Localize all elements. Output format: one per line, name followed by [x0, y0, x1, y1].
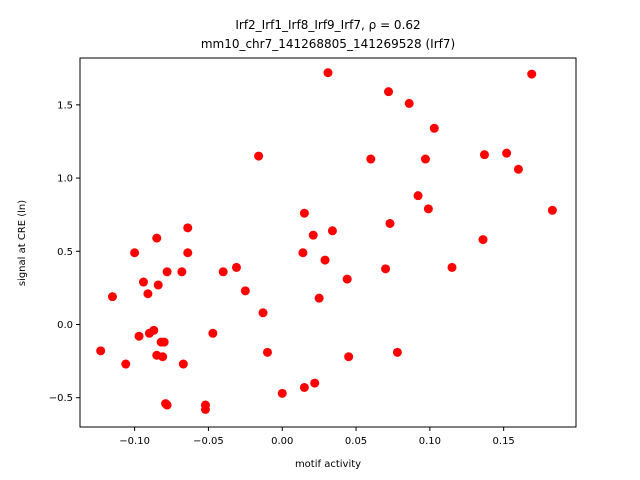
data-point-38 — [320, 255, 330, 265]
y-axis-ticks: −0.5 0.0 0.5 1.0 1.5 — [49, 100, 80, 404]
y-tick-label-0: −0.5 — [49, 393, 73, 404]
data-point-43 — [366, 154, 376, 164]
data-point-50 — [420, 154, 430, 164]
x-axis-ticks: −0.10 −0.05 0.00 0.05 0.10 0.15 — [119, 427, 515, 447]
data-point-17 — [162, 267, 172, 277]
data-point-24 — [208, 328, 218, 338]
data-point-54 — [478, 235, 488, 245]
data-point-53 — [447, 262, 457, 272]
data-point-18 — [177, 267, 187, 277]
x-tick-label-3: 0.05 — [345, 436, 367, 447]
data-point-2 — [121, 359, 131, 369]
x-tick-label-0: −0.10 — [119, 436, 150, 447]
x-tick-label-4: 0.10 — [419, 436, 441, 447]
data-point-32 — [298, 248, 308, 258]
data-points — [96, 68, 557, 414]
chart-title-line1: Irf2_Irf1_Irf8_Irf9_Irf7, ρ = 0.62 — [235, 18, 420, 32]
data-point-33 — [299, 382, 309, 392]
data-point-26 — [231, 262, 241, 272]
data-point-28 — [254, 151, 264, 161]
data-point-34 — [299, 208, 309, 218]
data-point-36 — [310, 378, 320, 388]
x-tick-label-5: 0.15 — [493, 436, 515, 447]
data-point-20 — [183, 223, 193, 233]
data-point-39 — [323, 68, 333, 78]
data-point-46 — [385, 218, 395, 228]
chart-title-line2: mm10_chr7_141268805_141269528 (Irf7) — [201, 37, 455, 51]
data-point-47 — [392, 347, 402, 357]
data-point-40 — [327, 226, 337, 236]
data-point-10 — [152, 233, 162, 243]
x-tick-label-2: 0.00 — [271, 436, 293, 447]
y-tick-label-3: 1.0 — [57, 174, 73, 185]
data-point-13 — [158, 352, 168, 362]
data-point-4 — [134, 331, 144, 341]
data-point-3 — [130, 248, 140, 258]
y-tick-label-4: 1.5 — [57, 100, 73, 111]
data-point-16 — [162, 400, 172, 410]
data-point-1 — [107, 292, 117, 302]
data-point-59 — [547, 205, 557, 215]
data-point-58 — [527, 69, 537, 79]
data-point-8 — [149, 325, 159, 335]
data-point-35 — [308, 230, 318, 240]
data-point-44 — [381, 264, 391, 274]
data-point-0 — [96, 346, 106, 356]
y-tick-label-1: 0.0 — [57, 320, 73, 331]
x-axis-label: motif activity — [295, 459, 361, 470]
data-point-52 — [429, 123, 439, 133]
data-point-30 — [262, 347, 272, 357]
data-point-55 — [479, 150, 489, 160]
data-point-45 — [384, 87, 394, 97]
x-tick-label-1: −0.05 — [193, 436, 224, 447]
data-point-19 — [178, 359, 188, 369]
data-point-23 — [200, 400, 210, 410]
data-point-25 — [218, 267, 228, 277]
data-point-6 — [143, 289, 153, 299]
data-point-14 — [159, 337, 169, 347]
data-point-37 — [314, 293, 324, 303]
data-point-29 — [258, 308, 268, 318]
data-point-42 — [344, 352, 354, 362]
data-point-48 — [404, 98, 414, 108]
data-point-11 — [153, 280, 163, 290]
data-point-27 — [240, 286, 250, 296]
data-point-49 — [413, 191, 423, 201]
data-point-51 — [423, 204, 433, 214]
data-point-41 — [342, 274, 352, 284]
data-point-21 — [183, 248, 193, 258]
data-point-5 — [138, 277, 148, 287]
data-point-31 — [277, 388, 287, 398]
y-axis-label: signal at CRE (ln) — [17, 200, 28, 286]
y-tick-label-2: 0.5 — [57, 247, 73, 258]
plot-frame — [79, 57, 577, 428]
data-point-57 — [513, 164, 523, 174]
data-point-56 — [502, 148, 512, 158]
